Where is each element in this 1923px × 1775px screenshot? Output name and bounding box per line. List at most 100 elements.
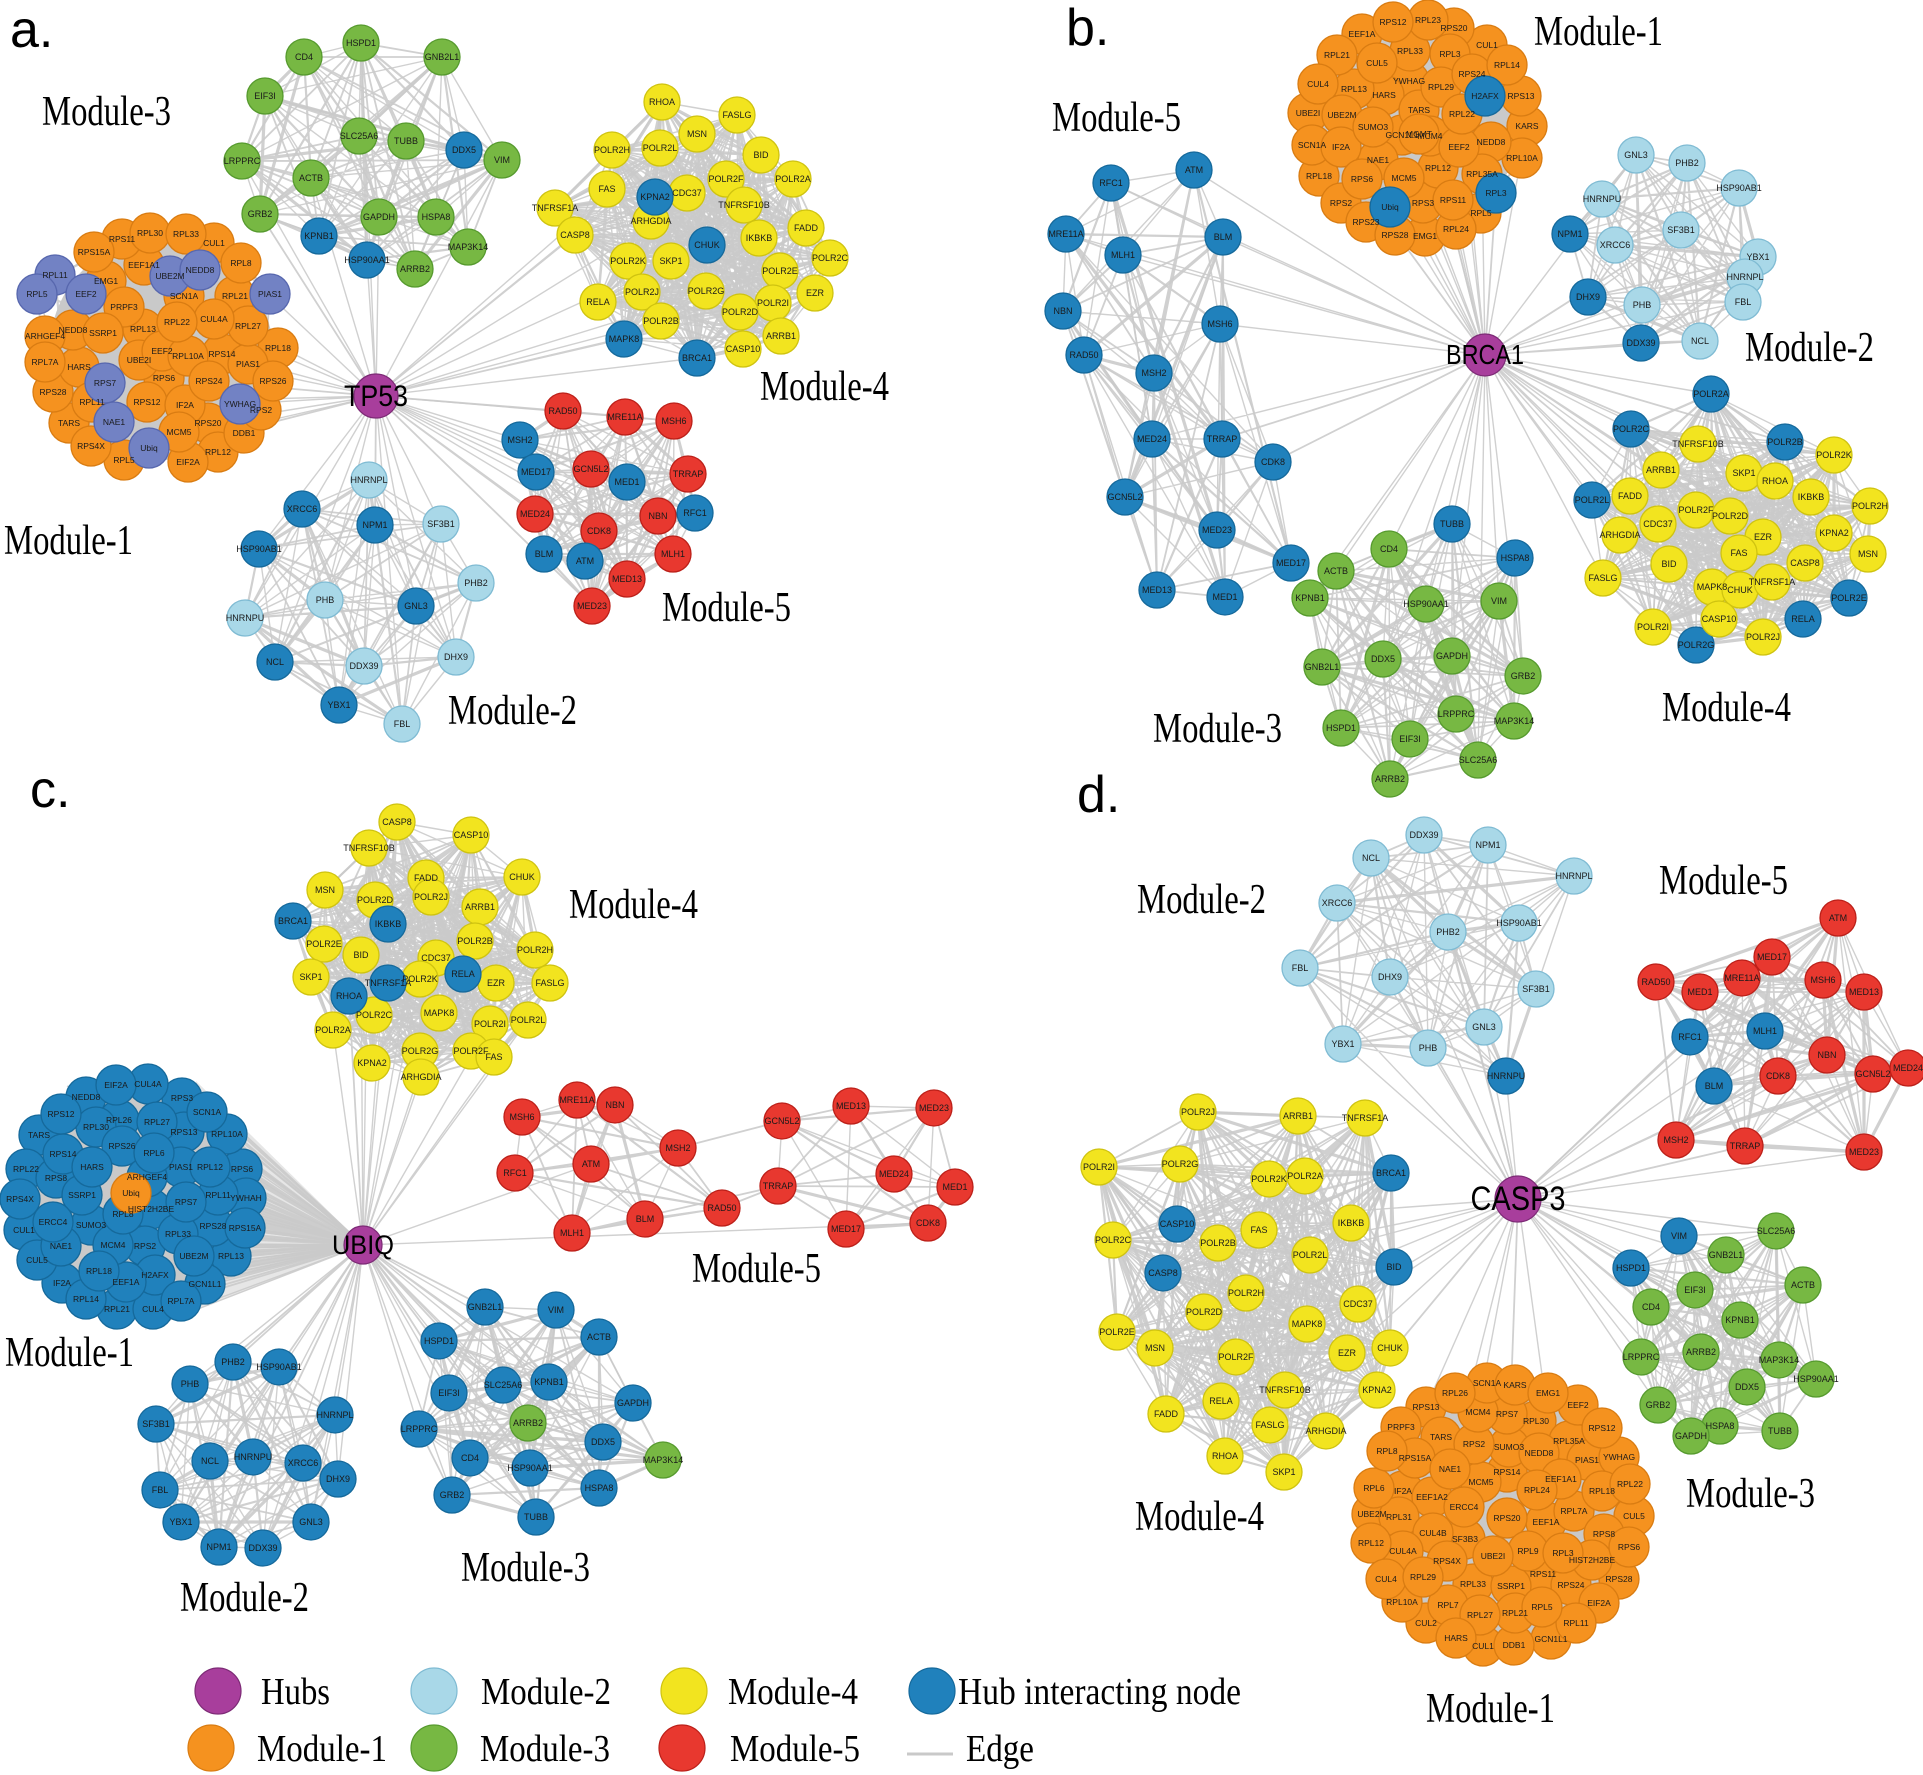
svg-text:RPS14: RPS14 bbox=[1494, 1467, 1521, 1477]
svg-text:NEDD8: NEDD8 bbox=[186, 265, 215, 275]
svg-text:Module-5: Module-5 bbox=[692, 1246, 821, 1292]
svg-text:POLR2A: POLR2A bbox=[1693, 389, 1729, 399]
svg-text:POLR2H: POLR2H bbox=[1852, 501, 1888, 511]
svg-text:BRCA1: BRCA1 bbox=[682, 353, 712, 363]
svg-text:RPL18: RPL18 bbox=[265, 343, 291, 353]
svg-text:NBN: NBN bbox=[1817, 1050, 1836, 1060]
svg-text:CDK8: CDK8 bbox=[916, 1218, 940, 1228]
svg-text:XRCC6: XRCC6 bbox=[287, 504, 318, 514]
svg-text:SLC25A6: SLC25A6 bbox=[340, 131, 379, 141]
svg-text:XRCC6: XRCC6 bbox=[1322, 898, 1353, 908]
svg-text:CASP8: CASP8 bbox=[1790, 558, 1820, 568]
svg-text:SF3B3: SF3B3 bbox=[1452, 1534, 1478, 1544]
svg-text:TUBB: TUBB bbox=[524, 1512, 548, 1522]
svg-text:EEF1A: EEF1A bbox=[113, 1277, 140, 1287]
svg-text:RPL30: RPL30 bbox=[83, 1122, 109, 1132]
svg-text:GNB2L1: GNB2L1 bbox=[468, 1302, 503, 1312]
svg-text:RPL11: RPL11 bbox=[79, 397, 105, 407]
svg-text:RPL12: RPL12 bbox=[205, 447, 231, 457]
svg-text:DDB1: DDB1 bbox=[233, 428, 256, 438]
svg-text:SLC25A6: SLC25A6 bbox=[1459, 755, 1498, 765]
svg-text:FAS: FAS bbox=[1250, 1225, 1267, 1235]
svg-text:GCN1L1: GCN1L1 bbox=[1385, 130, 1418, 140]
svg-text:GNL3: GNL3 bbox=[299, 1517, 323, 1527]
svg-text:KPNB1: KPNB1 bbox=[1725, 1315, 1755, 1325]
svg-text:IKBKB: IKBKB bbox=[1338, 1218, 1365, 1228]
svg-text:NAE1: NAE1 bbox=[103, 417, 125, 427]
svg-text:MLH1: MLH1 bbox=[560, 1228, 584, 1238]
svg-text:RPL22: RPL22 bbox=[164, 317, 190, 327]
svg-text:RPS24: RPS24 bbox=[196, 376, 223, 386]
svg-text:RPS11: RPS11 bbox=[1530, 1569, 1557, 1579]
svg-text:CHUK: CHUK bbox=[1727, 585, 1753, 595]
svg-text:RPS2: RPS2 bbox=[134, 1241, 156, 1251]
svg-text:MLH1: MLH1 bbox=[1111, 250, 1135, 260]
svg-text:ACTB: ACTB bbox=[1324, 566, 1348, 576]
svg-text:CASP10: CASP10 bbox=[454, 830, 489, 840]
svg-text:RPS26: RPS26 bbox=[109, 1141, 136, 1151]
svg-text:MSH2: MSH2 bbox=[1141, 368, 1166, 378]
svg-text:GNB2L1: GNB2L1 bbox=[1305, 662, 1340, 672]
svg-text:MED24: MED24 bbox=[520, 509, 550, 519]
svg-text:CD4: CD4 bbox=[1642, 1302, 1660, 1312]
svg-text:PIAS1: PIAS1 bbox=[258, 289, 282, 299]
svg-text:Module-2: Module-2 bbox=[1137, 877, 1266, 923]
svg-text:BRCA1: BRCA1 bbox=[1446, 339, 1524, 370]
svg-text:CDK8: CDK8 bbox=[587, 526, 611, 536]
svg-text:TRRAP: TRRAP bbox=[673, 469, 704, 479]
svg-text:ERCC4: ERCC4 bbox=[39, 1217, 68, 1227]
svg-text:RPL8: RPL8 bbox=[230, 258, 252, 268]
svg-text:EEF2: EEF2 bbox=[1567, 1400, 1589, 1410]
svg-text:TRRAP: TRRAP bbox=[1730, 1141, 1761, 1151]
svg-text:SCN1A: SCN1A bbox=[170, 291, 199, 301]
svg-text:SF3B1: SF3B1 bbox=[1522, 984, 1550, 994]
svg-text:HNRNPL: HNRNPL bbox=[350, 475, 387, 485]
svg-text:ARRB1: ARRB1 bbox=[1283, 1111, 1313, 1121]
svg-text:RPL6: RPL6 bbox=[143, 1148, 165, 1158]
svg-text:FASLG: FASLG bbox=[535, 978, 564, 988]
svg-text:XRCC6: XRCC6 bbox=[1600, 240, 1631, 250]
svg-text:NPM1: NPM1 bbox=[1557, 229, 1582, 239]
svg-text:HNRNPU: HNRNPU bbox=[1583, 194, 1622, 204]
svg-text:HSP90AA1: HSP90AA1 bbox=[1403, 599, 1449, 609]
svg-text:RPL33: RPL33 bbox=[165, 1229, 191, 1239]
svg-text:UBE2M: UBE2M bbox=[1357, 1509, 1386, 1519]
svg-text:ARHGDIA: ARHGDIA bbox=[400, 1072, 441, 1082]
svg-text:Module-4: Module-4 bbox=[569, 882, 698, 928]
svg-text:POLR2G: POLR2G bbox=[688, 286, 725, 296]
svg-text:SLC25A6: SLC25A6 bbox=[484, 1380, 523, 1390]
svg-text:UBE2I: UBE2I bbox=[127, 355, 152, 365]
svg-text:RPS3: RPS3 bbox=[171, 1093, 193, 1103]
svg-text:H2AFX: H2AFX bbox=[1471, 91, 1499, 101]
svg-text:RPS3: RPS3 bbox=[1412, 198, 1434, 208]
svg-text:EZR: EZR bbox=[1338, 1348, 1357, 1358]
svg-text:RHOA: RHOA bbox=[1762, 476, 1788, 486]
svg-text:Module-2: Module-2 bbox=[1745, 325, 1874, 371]
svg-text:POLR2I: POLR2I bbox=[474, 1019, 506, 1029]
svg-text:CUL1: CUL1 bbox=[13, 1225, 35, 1235]
svg-text:RPL13: RPL13 bbox=[130, 324, 156, 334]
svg-text:EEF1A1: EEF1A1 bbox=[128, 260, 160, 270]
svg-text:DHX9: DHX9 bbox=[1576, 292, 1600, 302]
svg-text:UBE2M: UBE2M bbox=[155, 271, 184, 281]
svg-text:POLR2L: POLR2L bbox=[511, 1015, 546, 1025]
svg-text:HSPA8: HSPA8 bbox=[1706, 1421, 1735, 1431]
svg-text:GNL3: GNL3 bbox=[404, 601, 428, 611]
svg-text:PHB: PHB bbox=[181, 1379, 200, 1389]
svg-text:RPL26: RPL26 bbox=[106, 1115, 132, 1125]
svg-text:HARS: HARS bbox=[67, 362, 91, 372]
svg-text:MAP3K14: MAP3K14 bbox=[643, 1455, 684, 1465]
svg-text:MRE11A: MRE11A bbox=[1724, 973, 1759, 983]
svg-text:Module-1: Module-1 bbox=[1426, 1686, 1555, 1732]
svg-text:RAD50: RAD50 bbox=[1641, 977, 1670, 987]
svg-text:TARS: TARS bbox=[1430, 1432, 1452, 1442]
svg-text:Module-3: Module-3 bbox=[461, 1545, 590, 1591]
svg-text:RPS4X: RPS4X bbox=[1433, 1556, 1461, 1566]
svg-text:UBE2M: UBE2M bbox=[1327, 110, 1356, 120]
svg-text:CUL2: CUL2 bbox=[1415, 1618, 1437, 1628]
svg-text:RELA: RELA bbox=[1791, 614, 1815, 624]
svg-text:NEDD8: NEDD8 bbox=[1525, 1448, 1554, 1458]
svg-text:CASP8: CASP8 bbox=[382, 817, 412, 827]
svg-text:VIM: VIM bbox=[1671, 1231, 1687, 1241]
svg-text:CDK8: CDK8 bbox=[1766, 1071, 1790, 1081]
